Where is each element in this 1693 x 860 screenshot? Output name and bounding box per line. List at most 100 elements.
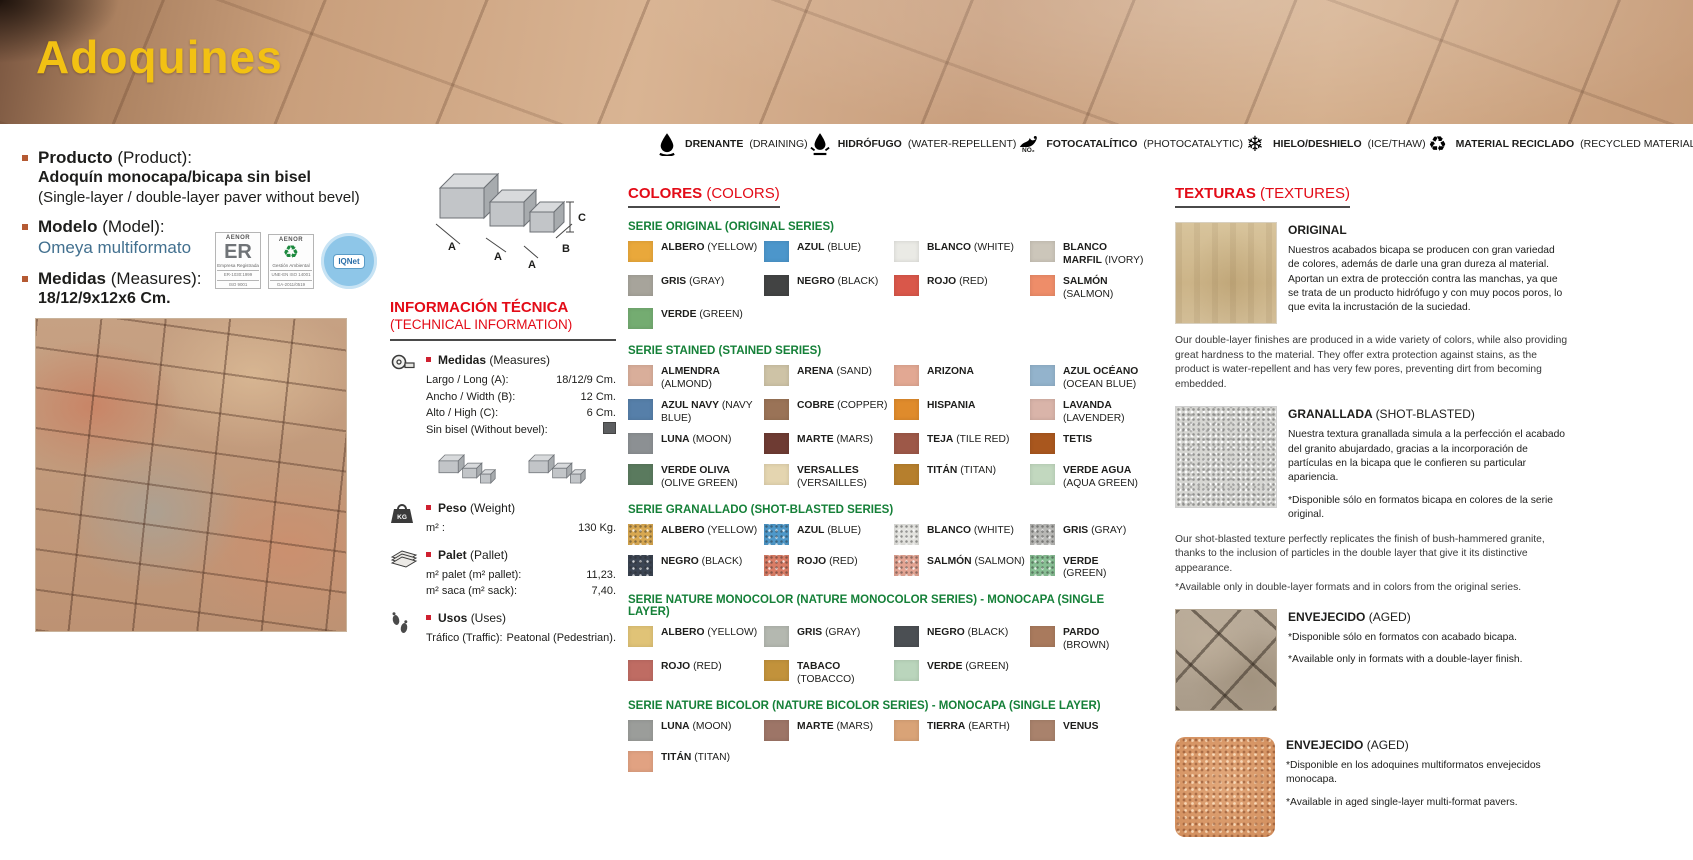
color-swatch: [1030, 241, 1055, 262]
property-label-en: (ICE/THAW): [1367, 138, 1426, 150]
color-item: MARTE (MARS): [764, 719, 890, 744]
color-swatch: [764, 660, 789, 682]
tech-row: Alto / High (C): 6 Cm.: [426, 407, 616, 420]
color-swatch: [628, 523, 653, 545]
series-header: SERIE NATURE BICOLOR (NATURE BICOLOR SER…: [628, 699, 1101, 712]
color-item: TABACO (TOBACCO): [764, 660, 890, 687]
red-bullet-icon: [426, 357, 431, 363]
product-photo: [35, 318, 347, 632]
texture-description-es: Nuestros acabados bicapa se producen con…: [1288, 244, 1563, 314]
divider: [390, 339, 616, 342]
color-item: ARIZONA: [894, 365, 1026, 392]
series-header: SERIE STAINED (STAINED SERIES): [628, 345, 822, 358]
paver-cluster-image: [528, 454, 587, 485]
color-item: TIERRA (EARTH): [894, 719, 1026, 744]
serie-nature-monocolor: SERIE NATURE MONOCOLOR (NATURE MONOCOLOR…: [628, 594, 1144, 686]
texture-envejecido1-block: ENVEJECIDO (AGED) *Disponible sólo en fo…: [1175, 609, 1569, 712]
product-name-en: (Single-layer / double-layer paver witho…: [38, 189, 360, 206]
color-swatch: [1030, 365, 1055, 387]
color-swatch: [764, 399, 789, 421]
tech-row: Ancho / Width (B): 12 Cm.: [426, 390, 616, 403]
color-item: VERDE AGUA (AQUA GREEN): [1030, 463, 1144, 491]
diagram-label-c: C: [578, 212, 586, 224]
property-label-en: (RECYCLED MATERIAL): [1580, 138, 1693, 150]
recycle-icon: ♻: [1428, 131, 1447, 156]
color-item: GRIS (GRAY): [628, 274, 760, 302]
color-item: TITÁN (TITAN): [628, 750, 760, 775]
color-item: LUNA (MOON): [628, 719, 760, 744]
weight-kg-icon: KG: [390, 501, 426, 537]
texture-note-en: *Available in aged single-layer multi-fo…: [1286, 796, 1518, 808]
aenor-er-logo: AENOR ER Empresa Registrada ER-1030:1999…: [215, 232, 261, 289]
property-label-en: (WATER-REPELLENT): [907, 138, 1017, 150]
color-item: TETIS: [1030, 432, 1144, 457]
color-swatch: [628, 308, 653, 330]
color-item: ALMENDRA (ALMOND): [628, 365, 760, 392]
color-swatch: [894, 523, 919, 545]
diagram-label-a3: A: [528, 259, 536, 271]
texture-heading: ENVEJECIDO (AGED): [1286, 738, 1409, 753]
measures-value: 18/12/9x12x6 Cm.: [38, 289, 171, 307]
color-swatch: [764, 365, 789, 387]
texture-granallada-block: GRANALLADA (SHOT-BLASTED) Nuestra textur…: [1175, 406, 1569, 522]
color-swatch: [764, 463, 789, 485]
color-swatch: [894, 365, 919, 387]
product-field: Producto (Product): Adoquín monocapa/bic…: [22, 148, 372, 208]
measure-tape-icon: [390, 353, 426, 438]
color-swatch: [764, 626, 789, 648]
texture-note-es: *Disponible en los adoquines multiformat…: [1286, 759, 1541, 786]
water-repellent-icon: [808, 131, 832, 157]
texture-description-en: Our double-layer finishes are produced i…: [1175, 335, 1568, 390]
texture-note-en: *Available only in formats with a double…: [1288, 654, 1523, 666]
property-label: HIDRÓFUGO: [837, 138, 902, 150]
tech-title: INFORMACIÓN TÉCNICA (TECHNICAL INFORMATI…: [390, 299, 573, 332]
header-photo-banner: Adoquines: [0, 0, 1693, 124]
diagram-label-a1: A: [448, 241, 456, 253]
iqnet-label: IQNet: [333, 253, 365, 269]
color-item: LUNA (MOON): [628, 432, 760, 457]
color-swatch: [628, 432, 653, 454]
tech-section-usos: Usos (Uses) Tráfico (Traffic): Peatonal (…: [390, 611, 616, 647]
aenor-brand: AENOR: [278, 237, 304, 243]
ga-foot2: GA-2011/0519: [270, 280, 312, 288]
color-swatch: [894, 719, 919, 741]
red-bullet-icon: [426, 505, 431, 511]
textures-column: TEXTURAS (TEXTURES) ORIGINAL Nuestros ac…: [1175, 185, 1569, 838]
color-item: BLANCO MARFIL (IVORY): [1030, 241, 1144, 268]
certification-logos: AENOR ER Empresa Registrada ER-1030:1999…: [215, 232, 377, 289]
no2-label: NO₂: [1022, 146, 1035, 154]
color-item: ROJO (RED): [628, 660, 760, 687]
peso-head: Peso: [438, 501, 467, 516]
color-swatch: [894, 241, 919, 262]
texture-note-es: *Disponible sólo en formatos con acabado…: [1288, 631, 1517, 643]
aged-texture-image: [1175, 737, 1275, 838]
bullet-icon: [22, 223, 28, 230]
er-mark: ER: [224, 241, 252, 263]
color-item: VENUS: [1030, 719, 1144, 744]
color-item: NEGRO (BLACK): [764, 274, 890, 302]
texture-note-en: *Available only in double-layer formats …: [1175, 581, 1522, 593]
color-swatch: [764, 274, 789, 296]
color-swatch: [628, 241, 653, 262]
model-field: Modelo (Model): Omeya multiformato: [22, 217, 372, 260]
color-swatch: [894, 274, 919, 296]
serie-stained: SERIE STAINED (STAINED SERIES) ALMENDRA …: [628, 345, 1144, 490]
texture-envejecido2-block: ENVEJECIDO (AGED) *Disponible en los ado…: [1175, 737, 1569, 838]
red-bullet-icon: [426, 551, 431, 557]
color-swatch: [1030, 399, 1055, 421]
paver-dimensions-diagram: A A A B C: [435, 172, 586, 271]
page-title: Adoquines: [36, 31, 283, 83]
red-bullet-icon: [426, 614, 431, 620]
modelo-label: Modelo: [38, 216, 98, 236]
tech-row-sin-bisel: Sin bisel (Without bevel):: [426, 421, 616, 439]
serie-nature-bicolor: SERIE NATURE BICOLOR (NATURE BICOLOR SER…: [628, 700, 1144, 775]
texture-heading: ORIGINAL: [1288, 223, 1347, 237]
color-item: ALBERO (YELLOW): [628, 241, 760, 268]
color-item: AZUL OCÉANO (OCEAN BLUE): [1030, 365, 1144, 392]
color-swatch: [628, 626, 653, 648]
property-hidrofugo: HIDRÓFUGO (WATER-REPELLENT): [808, 131, 1017, 157]
color-swatch: [1030, 274, 1055, 296]
texture-description-es: Nuestra textura granallada simula a la p…: [1288, 429, 1566, 484]
water-drop-icon: [655, 131, 679, 157]
property-label-en: (DRAINING): [749, 138, 808, 150]
